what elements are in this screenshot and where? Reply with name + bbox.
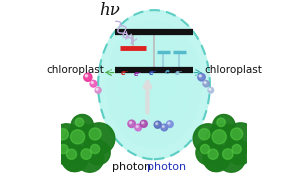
- Circle shape: [156, 123, 158, 125]
- Circle shape: [231, 128, 243, 140]
- Circle shape: [203, 81, 209, 87]
- Text: e⁻: e⁻: [149, 70, 157, 76]
- Ellipse shape: [107, 21, 201, 148]
- Circle shape: [65, 155, 81, 171]
- Circle shape: [228, 141, 252, 165]
- Circle shape: [89, 128, 101, 140]
- Ellipse shape: [118, 36, 190, 133]
- Circle shape: [161, 124, 168, 131]
- Circle shape: [142, 122, 144, 124]
- Circle shape: [140, 120, 147, 127]
- Circle shape: [205, 124, 242, 161]
- Circle shape: [208, 88, 214, 93]
- Circle shape: [129, 122, 132, 124]
- Circle shape: [213, 115, 235, 137]
- Circle shape: [91, 144, 100, 154]
- Circle shape: [91, 81, 93, 84]
- Circle shape: [61, 145, 88, 172]
- Circle shape: [196, 141, 220, 165]
- Circle shape: [199, 75, 201, 77]
- Circle shape: [59, 144, 68, 154]
- Circle shape: [71, 130, 85, 144]
- Circle shape: [54, 141, 79, 165]
- Circle shape: [83, 123, 115, 155]
- Circle shape: [95, 87, 101, 93]
- Text: e⁻: e⁻: [175, 70, 183, 76]
- Text: chloroplast: chloroplast: [204, 65, 262, 75]
- Circle shape: [76, 144, 104, 172]
- Circle shape: [168, 122, 170, 124]
- Circle shape: [71, 115, 93, 137]
- Circle shape: [128, 120, 136, 128]
- Circle shape: [203, 145, 230, 172]
- Circle shape: [51, 124, 81, 154]
- Circle shape: [232, 144, 241, 154]
- Ellipse shape: [98, 10, 210, 159]
- Circle shape: [96, 88, 98, 90]
- Circle shape: [75, 118, 84, 127]
- Text: chloroplast: chloroplast: [46, 65, 104, 75]
- Circle shape: [81, 149, 91, 159]
- Circle shape: [167, 121, 173, 128]
- Circle shape: [206, 155, 223, 171]
- Circle shape: [217, 118, 225, 127]
- Circle shape: [198, 74, 205, 81]
- Circle shape: [135, 124, 141, 131]
- Circle shape: [204, 82, 206, 84]
- Circle shape: [162, 125, 164, 128]
- Circle shape: [66, 149, 77, 159]
- Circle shape: [85, 74, 88, 77]
- Circle shape: [193, 124, 223, 154]
- Text: e⁻: e⁻: [134, 71, 142, 77]
- Circle shape: [154, 121, 161, 128]
- Text: e: e: [164, 69, 169, 75]
- Circle shape: [90, 80, 97, 87]
- Circle shape: [57, 129, 68, 140]
- Circle shape: [225, 123, 257, 155]
- Text: hν: hν: [99, 2, 120, 19]
- Circle shape: [86, 141, 110, 165]
- Circle shape: [201, 144, 210, 154]
- Circle shape: [212, 130, 226, 144]
- Circle shape: [84, 73, 92, 81]
- Circle shape: [222, 149, 233, 159]
- Circle shape: [199, 129, 210, 140]
- Text: e⁻: e⁻: [121, 70, 129, 76]
- Circle shape: [64, 124, 101, 161]
- Circle shape: [217, 144, 245, 172]
- Ellipse shape: [98, 10, 210, 159]
- Text: photon: photon: [112, 162, 151, 172]
- Circle shape: [208, 149, 218, 159]
- Text: photon: photon: [147, 162, 186, 172]
- Circle shape: [209, 88, 211, 90]
- Ellipse shape: [132, 55, 176, 115]
- Circle shape: [136, 125, 138, 128]
